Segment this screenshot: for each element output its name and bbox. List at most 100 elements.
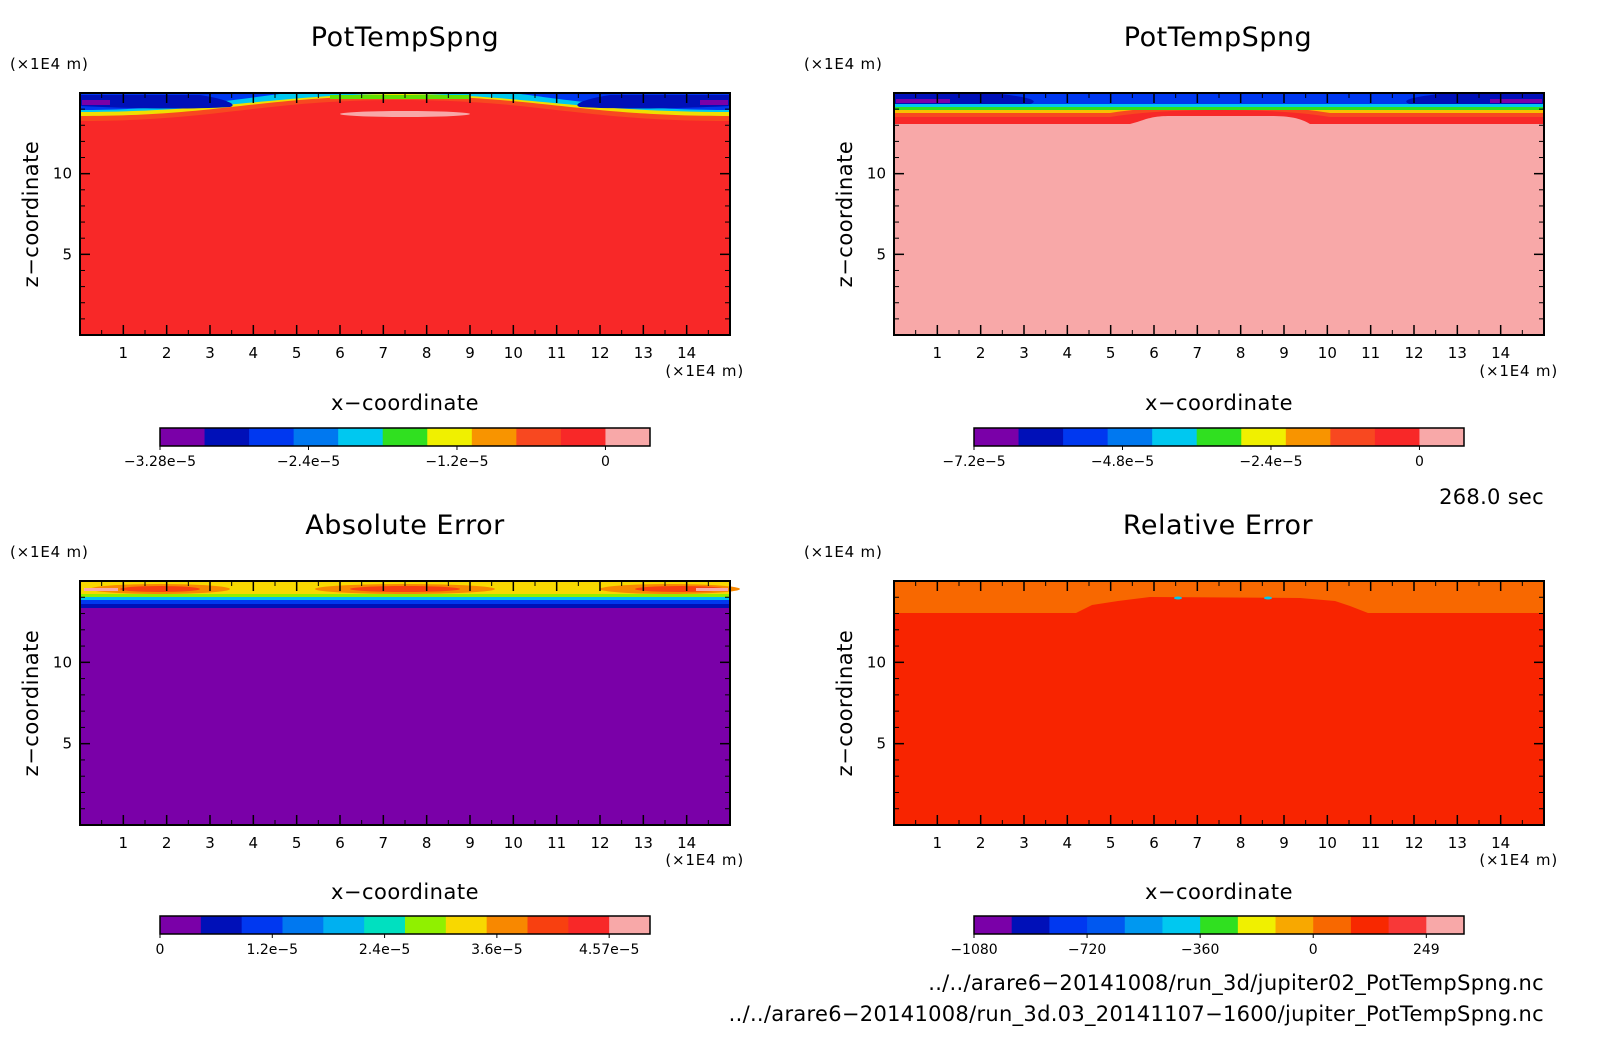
x-tick-label: 3	[205, 834, 215, 852]
colorbar-tick-label: 0	[601, 454, 610, 470]
colorbar: 0 1.2e−5 2.4e−5 3.6e−5 4.57e−5	[156, 915, 651, 958]
x-tick-label: 7	[1193, 344, 1203, 362]
x-tick-label: 4	[1063, 834, 1073, 852]
panel-title: Relative Error	[1123, 510, 1314, 541]
x-axis-label: x−coordinate	[331, 391, 479, 415]
x-tick-label: 13	[634, 834, 653, 852]
plot-area	[894, 581, 1544, 825]
x-tick-label: 2	[976, 834, 986, 852]
colorbar-swatch	[382, 428, 428, 446]
colorbar-swatch	[1107, 428, 1153, 446]
x-unit-label: (×1E4 m)	[665, 362, 744, 380]
x-tick-label: 6	[335, 834, 345, 852]
plot-area	[80, 93, 730, 335]
field-top-band	[894, 581, 1544, 613]
panel-title: PotTempSpng	[1124, 22, 1312, 53]
x-tick-label: 12	[590, 344, 609, 362]
colorbar-swatch	[405, 916, 447, 934]
z-tick-label: 10	[867, 165, 886, 183]
colorbar-swatch	[516, 428, 562, 446]
file-path-2: ../../arare6−20141008/run_3d.03_20141107…	[729, 1002, 1544, 1027]
z-tick-label: 5	[876, 735, 886, 753]
x-tick-label: 5	[292, 344, 302, 362]
x-tick-label: 10	[1318, 834, 1337, 852]
x-unit-label: (×1E4 m)	[1479, 851, 1558, 869]
z-tick-label: 5	[62, 735, 72, 753]
panel-relative-error: Relative Error (×1E4 m) 1 2 3 4 5 6 7 8 9 10 11 12 1…	[804, 510, 1558, 958]
colorbar-swatch	[241, 916, 283, 934]
z-tick-label: 5	[62, 245, 72, 263]
colorbar-tick-label: −2.4e−5	[1239, 454, 1302, 470]
colorbar-swatch	[1200, 916, 1239, 934]
x-tick-label: 14	[1491, 834, 1510, 852]
z-axis-label: z−coordinate	[19, 630, 43, 777]
colorbar-frame	[159, 915, 651, 935]
colorbar-swatch	[1419, 428, 1465, 446]
colorbar-swatch	[471, 428, 517, 446]
x-unit-label: (×1E4 m)	[665, 851, 744, 869]
x-tick-label: 3	[1019, 834, 1029, 852]
colorbar-swatch	[1241, 428, 1287, 446]
x-tick-label: 8	[1236, 834, 1246, 852]
contour-green	[330, 95, 470, 99]
x-tick-label: 14	[1491, 344, 1510, 362]
x-tick-label: 11	[547, 834, 566, 852]
x-tick-label: 3	[205, 344, 215, 362]
colorbar: −1080 −720 −360 0 249	[950, 915, 1465, 958]
colorbar-swatch	[160, 428, 206, 446]
plot-area	[80, 581, 730, 825]
x-tick-label: 7	[1193, 834, 1203, 852]
contour-blue	[80, 93, 730, 110]
x-tick-label: 6	[1149, 344, 1159, 362]
x-tick-label: 5	[1106, 834, 1116, 852]
z-tick-label: 10	[867, 653, 886, 671]
x-tick-label: 3	[1019, 344, 1029, 362]
x-axis-label: x−coordinate	[1145, 880, 1293, 904]
colorbar-swatch	[1196, 428, 1242, 446]
x-tick-label: 2	[162, 344, 172, 362]
x-tick-label: 9	[465, 834, 475, 852]
colorbar-frame	[973, 915, 1465, 935]
colorbar-swatch	[282, 916, 324, 934]
colorbar-swatch	[1237, 916, 1277, 934]
x-tick-label: 12	[1404, 344, 1423, 362]
x-axis-label: x−coordinate	[331, 880, 479, 904]
panel-potemp-2: PotTempSpng (×1E4 m) 1 2 3 4 5 6 7 8 9 10 11 12 13 14…	[804, 22, 1558, 470]
x-tick-label: 12	[590, 834, 609, 852]
colorbar-swatch	[160, 916, 202, 934]
z-axis-label: z−coordinate	[833, 630, 857, 777]
colorbar-swatch	[1285, 428, 1331, 446]
x-tick-label: 12	[1404, 834, 1423, 852]
x-tick-label: 4	[249, 834, 259, 852]
colorbar-tick-label: 249	[1413, 942, 1440, 958]
colorbar-tick-label: −4.8e−5	[1091, 454, 1154, 470]
panel-title: Absolute Error	[305, 510, 505, 541]
colorbar-swatch	[1388, 916, 1427, 934]
colorbar-swatch	[1011, 916, 1050, 934]
colorbar-tick-label: 4.57e−5	[579, 942, 639, 958]
z-unit-label: (×1E4 m)	[804, 543, 883, 561]
colorbar: −7.2e−5 −4.8e−5 −2.4e−5 0	[942, 427, 1465, 470]
colorbar-tick-label: −1080	[950, 942, 997, 958]
x-tick-label: 10	[504, 834, 523, 852]
x-tick-label: 9	[1279, 344, 1289, 362]
colorbar-tick-label: −720	[1068, 942, 1106, 958]
x-tick-label: 13	[1448, 834, 1467, 852]
x-tick-label: 13	[634, 344, 653, 362]
colorbar-tick-label: −3.28e−5	[124, 454, 196, 470]
x-tick-label: 5	[1106, 344, 1116, 362]
plot-area	[894, 93, 1544, 335]
z-unit-label: (×1E4 m)	[10, 55, 89, 73]
time-label: 268.0 sec	[1439, 485, 1544, 509]
x-tick-label: 1	[933, 834, 943, 852]
x-tick-label: 9	[1279, 834, 1289, 852]
x-tick-label: 14	[677, 344, 696, 362]
x-tick-label: 6	[1149, 834, 1159, 852]
x-unit-label: (×1E4 m)	[1479, 362, 1558, 380]
colorbar-tick-label: −360	[1181, 942, 1219, 958]
z-tick-label: 10	[53, 653, 72, 671]
colorbar-tick-label: 3.6e−5	[471, 942, 523, 958]
x-tick-label: 1	[119, 344, 129, 362]
contour-red	[350, 586, 460, 592]
